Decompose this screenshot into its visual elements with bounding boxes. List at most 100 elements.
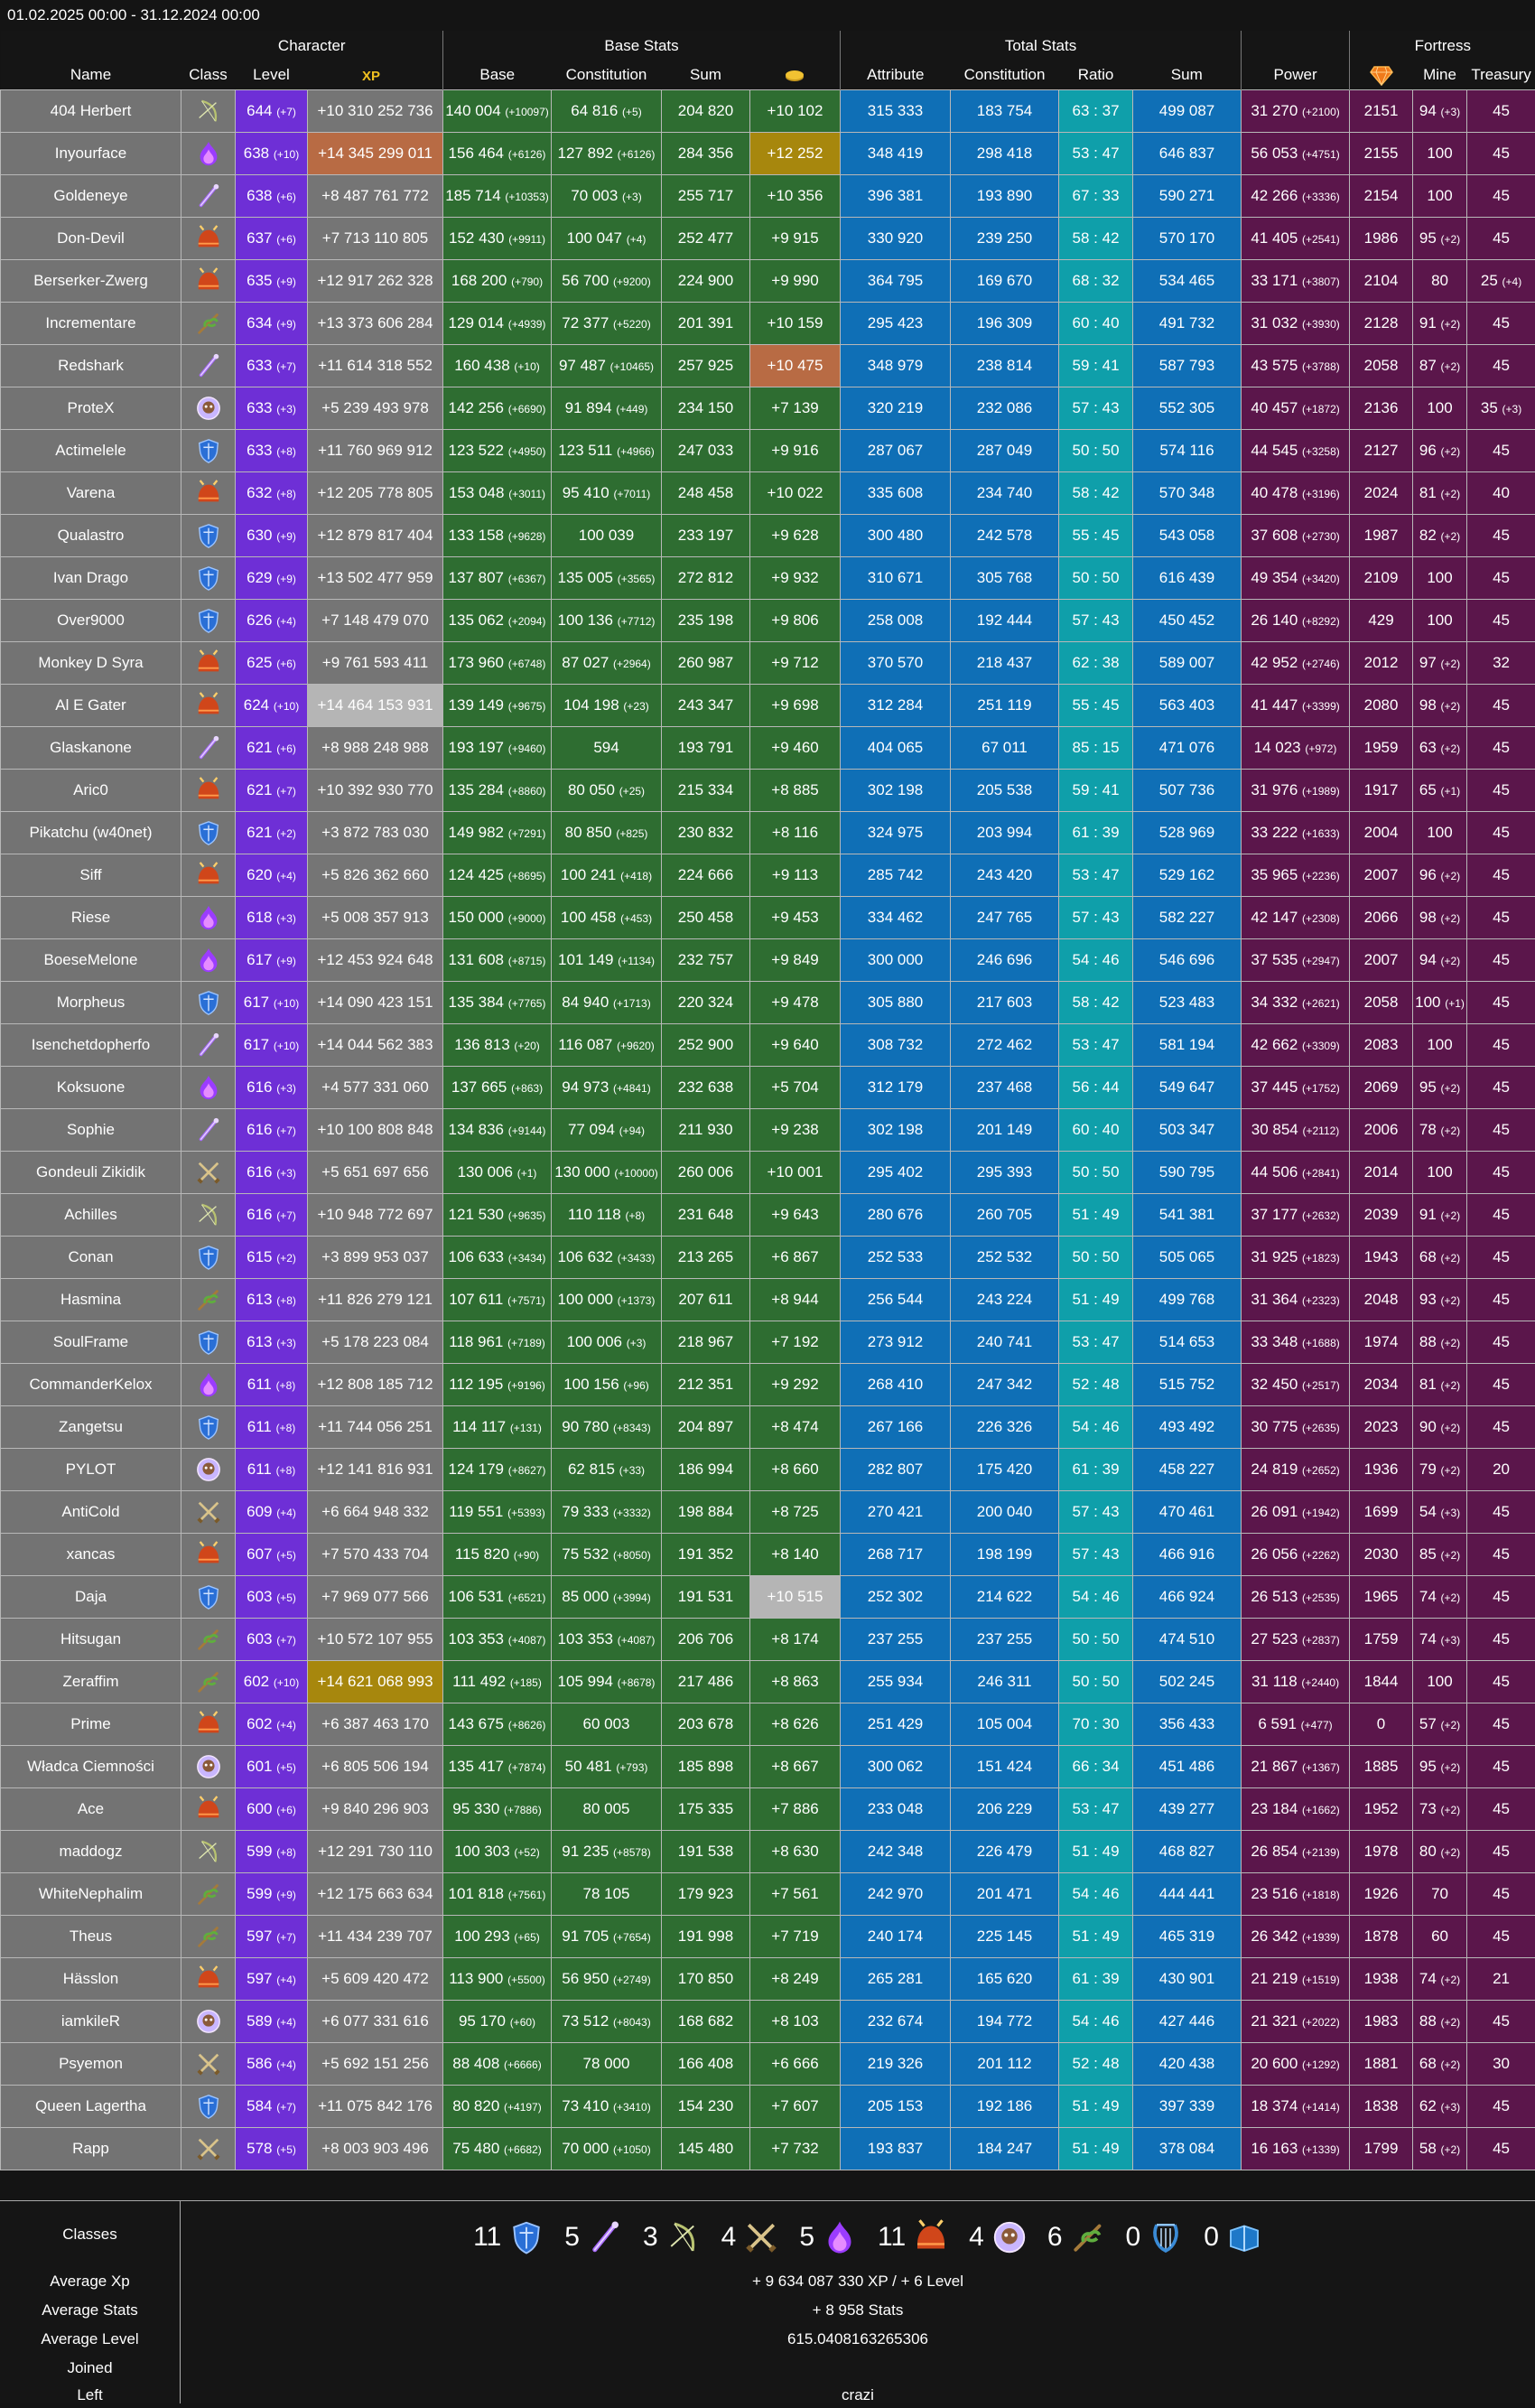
player-name[interactable]: 404 Herbert bbox=[1, 90, 181, 133]
player-name[interactable]: Daja bbox=[1, 1576, 181, 1619]
col-total-constitution[interactable]: Constitution bbox=[951, 61, 1059, 90]
col-power[interactable]: Power bbox=[1242, 61, 1350, 90]
player-name[interactable]: Isenchetdopherfo bbox=[1, 1024, 181, 1067]
player-name[interactable]: Hässlon bbox=[1, 1958, 181, 2001]
col-attribute[interactable]: Attribute bbox=[841, 61, 951, 90]
player-name[interactable]: Ivan Drago bbox=[1, 557, 181, 600]
col-constitution[interactable]: Constitution bbox=[552, 61, 662, 90]
col-gem[interactable] bbox=[1350, 61, 1413, 90]
col-name[interactable]: Name bbox=[1, 61, 181, 90]
player-name[interactable]: Gondeuli Zikidik bbox=[1, 1152, 181, 1194]
player-name[interactable]: BoeseMelone bbox=[1, 939, 181, 982]
player-name[interactable]: Actimelele bbox=[1, 430, 181, 472]
player-name[interactable]: CommanderKelox bbox=[1, 1364, 181, 1406]
player-name[interactable]: ProteX bbox=[1, 387, 181, 430]
player-name[interactable]: Ace bbox=[1, 1788, 181, 1831]
col-class[interactable]: Class bbox=[181, 61, 236, 90]
player-name[interactable]: Glaskanone bbox=[1, 727, 181, 770]
player-name[interactable]: Psyemon bbox=[1, 2043, 181, 2086]
player-name[interactable]: xancas bbox=[1, 1534, 181, 1576]
player-name[interactable]: Incrementare bbox=[1, 303, 181, 345]
col-sum[interactable]: Sum bbox=[662, 61, 750, 90]
player-name[interactable]: Zeraffim bbox=[1, 1661, 181, 1703]
player-name[interactable]: Varena bbox=[1, 472, 181, 515]
player-name[interactable]: Zangetsu bbox=[1, 1406, 181, 1449]
col-mine[interactable]: Mine bbox=[1413, 61, 1467, 90]
player-name[interactable]: iamkileR bbox=[1, 2001, 181, 2043]
player-name[interactable]: Over9000 bbox=[1, 600, 181, 642]
player-name[interactable]: Koksuone bbox=[1, 1067, 181, 1109]
player-name[interactable]: Hitsugan bbox=[1, 1619, 181, 1661]
col-base[interactable]: Base bbox=[443, 61, 552, 90]
player-name[interactable]: Theus bbox=[1, 1916, 181, 1958]
player-name[interactable]: Hasmina bbox=[1, 1279, 181, 1321]
player-name[interactable]: SoulFrame bbox=[1, 1321, 181, 1364]
col-ratio[interactable]: Ratio bbox=[1059, 61, 1133, 90]
player-name[interactable]: Don-Devil bbox=[1, 218, 181, 260]
player-name[interactable]: Sophie bbox=[1, 1109, 181, 1152]
player-name[interactable]: Rapp bbox=[1, 2128, 181, 2170]
player-name[interactable]: Berserker-Zwerg bbox=[1, 260, 181, 303]
player-name[interactable]: Goldeneye bbox=[1, 175, 181, 218]
player-name[interactable]: Achilles bbox=[1, 1194, 181, 1237]
player-name[interactable]: Queen Lagertha bbox=[1, 2086, 181, 2128]
player-name[interactable]: Siff bbox=[1, 854, 181, 897]
player-name[interactable]: PYLOT bbox=[1, 1449, 181, 1491]
col-gold[interactable] bbox=[750, 61, 841, 90]
player-name[interactable]: Władca Ciemności bbox=[1, 1746, 181, 1788]
player-name[interactable]: Riese bbox=[1, 897, 181, 939]
player-name[interactable]: Prime bbox=[1, 1703, 181, 1746]
player-name[interactable]: Monkey D Syra bbox=[1, 642, 181, 685]
player-name[interactable]: AntiCold bbox=[1, 1491, 181, 1534]
player-name[interactable]: Inyourface bbox=[1, 133, 181, 175]
player-name[interactable]: Pikatchu (w40net) bbox=[1, 812, 181, 854]
player-name[interactable]: Aric0 bbox=[1, 770, 181, 812]
player-name[interactable]: Conan bbox=[1, 1237, 181, 1279]
